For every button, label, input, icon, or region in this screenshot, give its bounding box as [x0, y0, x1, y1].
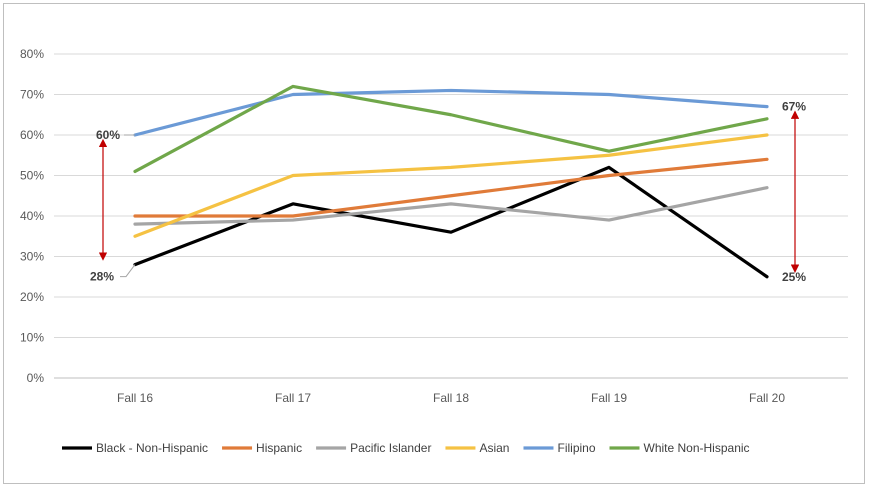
x-tick-label: Fall 20	[749, 391, 785, 405]
leader-line	[120, 264, 136, 278]
y-tick-label: 70%	[20, 88, 44, 102]
series-line	[133, 84, 769, 174]
data-label: 28%	[90, 270, 114, 284]
x-tick-label: Fall 17	[275, 391, 311, 405]
legend-label: White Non-Hispanic	[644, 441, 750, 455]
y-tick-label: 40%	[20, 209, 44, 223]
series-line	[133, 157, 769, 218]
data-label: 60%	[96, 128, 120, 142]
data-label: 25%	[782, 270, 806, 284]
data-label: 67%	[782, 100, 806, 114]
legend-label: Hispanic	[256, 441, 302, 455]
series-line	[133, 133, 769, 238]
legend-label: Black - Non-Hispanic	[96, 441, 208, 455]
y-tick-label: 60%	[20, 128, 44, 142]
series-line	[133, 88, 769, 137]
x-tick-label: Fall 16	[117, 391, 153, 405]
y-tick-label: 30%	[20, 250, 44, 264]
legend-label: Filipino	[557, 441, 595, 455]
y-tick-label: 0%	[27, 371, 45, 385]
series-line	[133, 165, 769, 279]
y-tick-label: 50%	[20, 169, 44, 183]
legend-label: Asian	[479, 441, 509, 455]
y-tick-label: 80%	[20, 47, 44, 61]
y-tick-label: 20%	[20, 290, 44, 304]
legend-label: Pacific Islander	[350, 441, 431, 455]
series-line	[133, 186, 769, 226]
x-tick-label: Fall 18	[433, 391, 469, 405]
y-tick-label: 10%	[20, 331, 44, 345]
x-tick-label: Fall 19	[591, 391, 627, 405]
